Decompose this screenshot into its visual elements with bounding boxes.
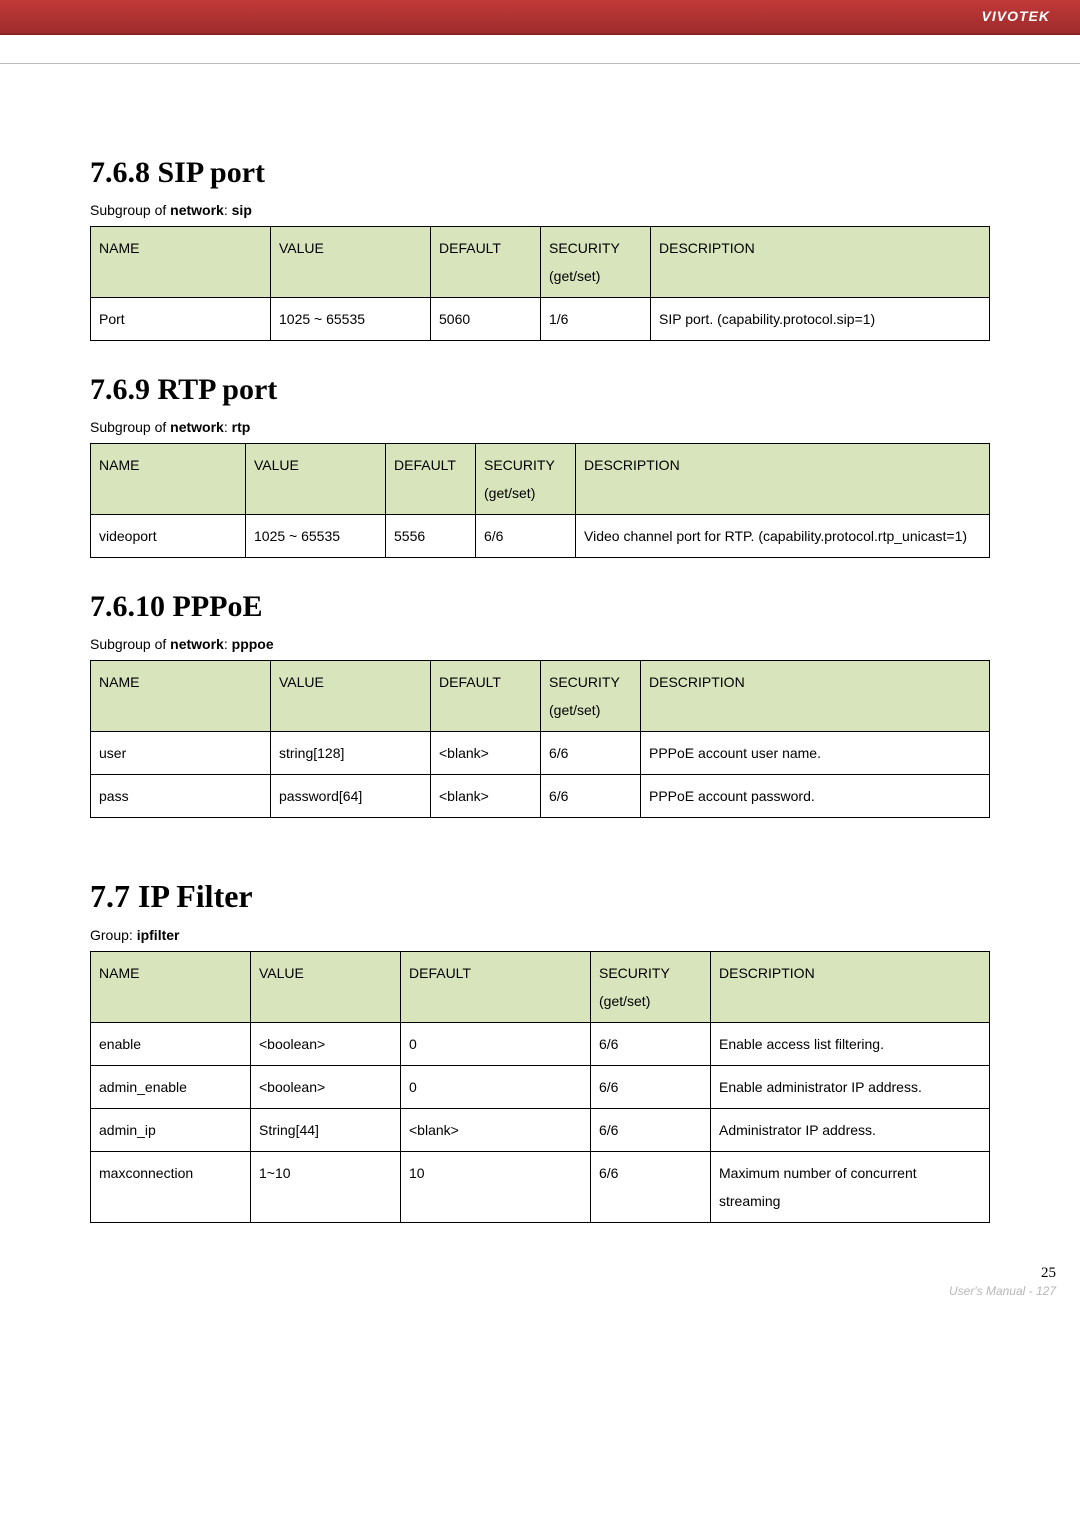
table-cell: string[128] xyxy=(271,732,431,775)
table-row: passpassword[64]<blank>6/6PPPoE account … xyxy=(91,775,990,818)
subgroup-label: Subgroup of network: sip xyxy=(90,202,990,218)
table-row: admin_ipString[44]<blank>6/6Administrato… xyxy=(91,1109,990,1152)
group-prefix: Group: xyxy=(90,927,137,943)
table-row: enable<boolean>06/6Enable access list fi… xyxy=(91,1023,990,1066)
column-header: NAME xyxy=(91,661,271,732)
subgroup-label: Subgroup of network: pppoe xyxy=(90,636,990,652)
inner-page-number: 25 xyxy=(0,1265,1056,1282)
table-cell: PPPoE account password. xyxy=(641,775,990,818)
column-header: DESCRIPTION xyxy=(641,661,990,732)
column-header: SECURITY (get/set) xyxy=(541,661,641,732)
table-cell: 6/6 xyxy=(591,1152,711,1223)
table-cell: 1~10 xyxy=(251,1152,401,1223)
group-name: ipfilter xyxy=(137,927,180,943)
param-table: NAMEVALUEDEFAULTSECURITY (get/set)DESCRI… xyxy=(90,226,990,341)
column-header: DESCRIPTION xyxy=(711,952,990,1023)
column-header: SECURITY (get/set) xyxy=(541,227,651,298)
table-cell: 0 xyxy=(401,1066,591,1109)
column-header: VALUE xyxy=(251,952,401,1023)
column-header: VALUE xyxy=(271,661,431,732)
table-cell: <blank> xyxy=(431,732,541,775)
table-cell: admin_enable xyxy=(91,1066,251,1109)
table-cell: Port xyxy=(91,298,271,341)
column-header: DESCRIPTION xyxy=(651,227,990,298)
table-cell: 6/6 xyxy=(591,1066,711,1109)
ipfilter-table: NAMEVALUEDEFAULTSECURITY (get/set)DESCRI… xyxy=(90,951,990,1223)
table-cell: <blank> xyxy=(401,1109,591,1152)
group-label: Group: ipfilter xyxy=(90,927,990,943)
page-content: 7.6.8 SIP port Subgroup of network: sip NA… xyxy=(0,64,1080,1223)
table-row: maxconnection1~10106/6Maximum number of … xyxy=(91,1152,990,1223)
table-cell: 5060 xyxy=(431,298,541,341)
column-header: VALUE xyxy=(271,227,431,298)
column-header: NAME xyxy=(91,444,246,515)
table-cell: PPPoE account user name. xyxy=(641,732,990,775)
column-header: VALUE xyxy=(246,444,386,515)
brand-label: VIVOTEK xyxy=(982,0,1080,24)
column-header: SECURITY (get/set) xyxy=(476,444,576,515)
table-cell: 6/6 xyxy=(591,1023,711,1066)
column-header: NAME xyxy=(91,952,251,1023)
column-header: DEFAULT xyxy=(386,444,476,515)
section-heading: 7.6.8 SIP port xyxy=(90,156,990,190)
table-cell: 6/6 xyxy=(591,1109,711,1152)
table-cell: pass xyxy=(91,775,271,818)
column-header: NAME xyxy=(91,227,271,298)
section-heading: 7.6.10 PPPoE xyxy=(90,590,990,624)
table-cell: Administrator IP address. xyxy=(711,1109,990,1152)
table-row: Port1025 ~ 6553550601/6SIP port. (capabi… xyxy=(91,298,990,341)
table-cell: 0 xyxy=(401,1023,591,1066)
table-cell: maxconnection xyxy=(91,1152,251,1223)
table-cell: password[64] xyxy=(271,775,431,818)
footer: 25 User's Manual - 127 xyxy=(0,1265,1080,1320)
table-cell: Maximum number of concurrent streaming xyxy=(711,1152,990,1223)
table-cell: 6/6 xyxy=(541,732,641,775)
table-cell: 1025 ~ 65535 xyxy=(246,515,386,558)
column-header: DEFAULT xyxy=(431,661,541,732)
table-cell: admin_ip xyxy=(91,1109,251,1152)
manual-page-label: User's Manual - 127 xyxy=(0,1284,1056,1298)
table-cell: 1025 ~ 65535 xyxy=(271,298,431,341)
table-cell: <boolean> xyxy=(251,1066,401,1109)
table-cell: <blank> xyxy=(431,775,541,818)
table-row: userstring[128]<blank>6/6PPPoE account u… xyxy=(91,732,990,775)
table-cell: videoport xyxy=(91,515,246,558)
top-bar: VIVOTEK xyxy=(0,0,1080,35)
table-cell: 10 xyxy=(401,1152,591,1223)
table-row: videoport1025 ~ 6553555566/6Video channe… xyxy=(91,515,990,558)
table-cell: user xyxy=(91,732,271,775)
table-cell: String[44] xyxy=(251,1109,401,1152)
param-table: NAMEVALUEDEFAULTSECURITY (get/set)DESCRI… xyxy=(90,660,990,818)
table-cell: Video channel port for RTP. (capability.… xyxy=(576,515,990,558)
column-header: DESCRIPTION xyxy=(576,444,990,515)
column-header: DEFAULT xyxy=(431,227,541,298)
table-cell: 1/6 xyxy=(541,298,651,341)
section-heading: 7.7 IP Filter xyxy=(90,878,990,915)
table-cell: 5556 xyxy=(386,515,476,558)
table-cell: enable xyxy=(91,1023,251,1066)
column-header: DEFAULT xyxy=(401,952,591,1023)
table-cell: Enable administrator IP address. xyxy=(711,1066,990,1109)
table-cell: 6/6 xyxy=(541,775,641,818)
subgroup-label: Subgroup of network: rtp xyxy=(90,419,990,435)
column-header: SECURITY (get/set) xyxy=(591,952,711,1023)
table-row: admin_enable<boolean>06/6Enable administ… xyxy=(91,1066,990,1109)
table-cell: SIP port. (capability.protocol.sip=1) xyxy=(651,298,990,341)
section-heading: 7.6.9 RTP port xyxy=(90,373,990,407)
param-table: NAMEVALUEDEFAULTSECURITY (get/set)DESCRI… xyxy=(90,443,990,558)
table-cell: Enable access list filtering. xyxy=(711,1023,990,1066)
table-cell: <boolean> xyxy=(251,1023,401,1066)
table-cell: 6/6 xyxy=(476,515,576,558)
